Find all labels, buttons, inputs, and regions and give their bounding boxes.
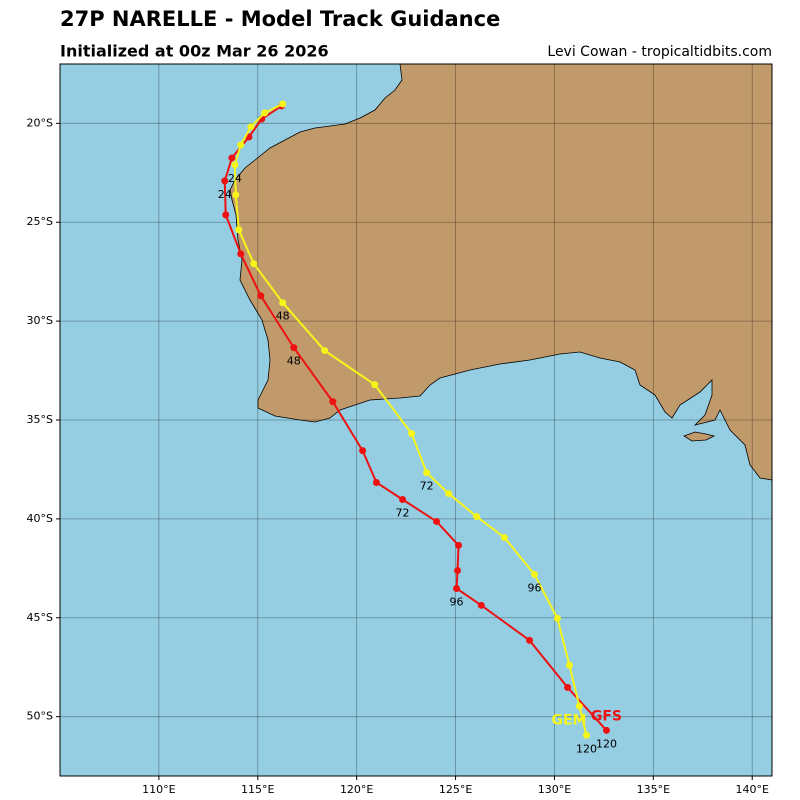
track-point bbox=[279, 299, 287, 307]
track-point bbox=[530, 570, 538, 578]
lat-tick-label: 20°S bbox=[27, 116, 53, 129]
track-point bbox=[526, 636, 534, 644]
hour-label: 24 bbox=[228, 172, 242, 185]
hour-label: 96 bbox=[450, 596, 464, 609]
lat-tick-label: 40°S bbox=[27, 512, 53, 525]
track-point bbox=[445, 490, 453, 498]
track-point bbox=[321, 347, 329, 355]
track-point bbox=[257, 292, 265, 300]
model-name: GFS bbox=[591, 708, 622, 724]
track-point bbox=[582, 731, 590, 739]
track-point bbox=[455, 541, 463, 549]
lon-tick-label: 130°E bbox=[538, 783, 571, 796]
lon-tick-label: 115°E bbox=[241, 783, 274, 796]
track-point bbox=[602, 726, 610, 734]
track-point bbox=[237, 141, 245, 149]
track-point bbox=[228, 154, 236, 162]
hour-label: 48 bbox=[287, 355, 301, 368]
track-point bbox=[235, 226, 243, 234]
track-point bbox=[454, 567, 462, 575]
track-point bbox=[453, 585, 461, 593]
lat-tick-label: 30°S bbox=[27, 314, 53, 327]
track-point bbox=[565, 661, 573, 669]
hour-label: 120 bbox=[576, 742, 597, 755]
track-point bbox=[408, 430, 416, 438]
lon-tick-label: 135°E bbox=[637, 783, 670, 796]
hour-label: 120 bbox=[596, 737, 617, 750]
track-point bbox=[279, 100, 287, 108]
hour-label: 48 bbox=[276, 310, 290, 323]
subtitle: Initialized at 00z Mar 26 2026 bbox=[60, 42, 329, 61]
track-point bbox=[329, 398, 337, 406]
lon-tick-label: 125°E bbox=[439, 783, 472, 796]
track-point bbox=[433, 517, 441, 525]
track-point bbox=[399, 496, 407, 504]
title: 27P NARELLE - Model Track Guidance bbox=[60, 7, 500, 31]
track-point bbox=[359, 447, 367, 455]
hour-label: 72 bbox=[420, 480, 434, 493]
track-point bbox=[473, 513, 481, 521]
lon-tick-label: 120°E bbox=[340, 783, 373, 796]
lat-tick-label: 50°S bbox=[27, 710, 53, 723]
track-point bbox=[290, 344, 298, 352]
australia bbox=[229, 64, 772, 481]
lon-tick-label: 140°E bbox=[735, 783, 768, 796]
track-point bbox=[261, 109, 269, 117]
track-point bbox=[371, 381, 379, 389]
track-point bbox=[250, 260, 258, 268]
track-point bbox=[221, 177, 229, 185]
track-point bbox=[247, 123, 255, 131]
lat-tick-label: 25°S bbox=[27, 215, 53, 228]
track-point bbox=[372, 478, 380, 486]
track-point bbox=[231, 161, 239, 169]
track-point bbox=[232, 191, 240, 199]
track-point bbox=[575, 702, 583, 710]
lon-tick-label: 110°E bbox=[142, 783, 175, 796]
credit: Levi Cowan - tropicaltidbits.com bbox=[547, 44, 772, 60]
lat-tick-label: 35°S bbox=[27, 413, 53, 426]
track-point bbox=[553, 614, 561, 622]
hour-label: 96 bbox=[527, 581, 541, 594]
lat-tick-label: 45°S bbox=[27, 611, 53, 624]
model-name: GEM bbox=[551, 712, 586, 728]
track-point bbox=[477, 601, 485, 609]
track-point bbox=[222, 211, 230, 219]
track-point bbox=[423, 469, 431, 477]
hour-label: 72 bbox=[396, 507, 410, 520]
track-point bbox=[563, 683, 571, 691]
track-point bbox=[237, 250, 245, 258]
hour-label: 24 bbox=[218, 188, 232, 201]
track-point bbox=[500, 533, 508, 541]
island bbox=[683, 431, 716, 442]
